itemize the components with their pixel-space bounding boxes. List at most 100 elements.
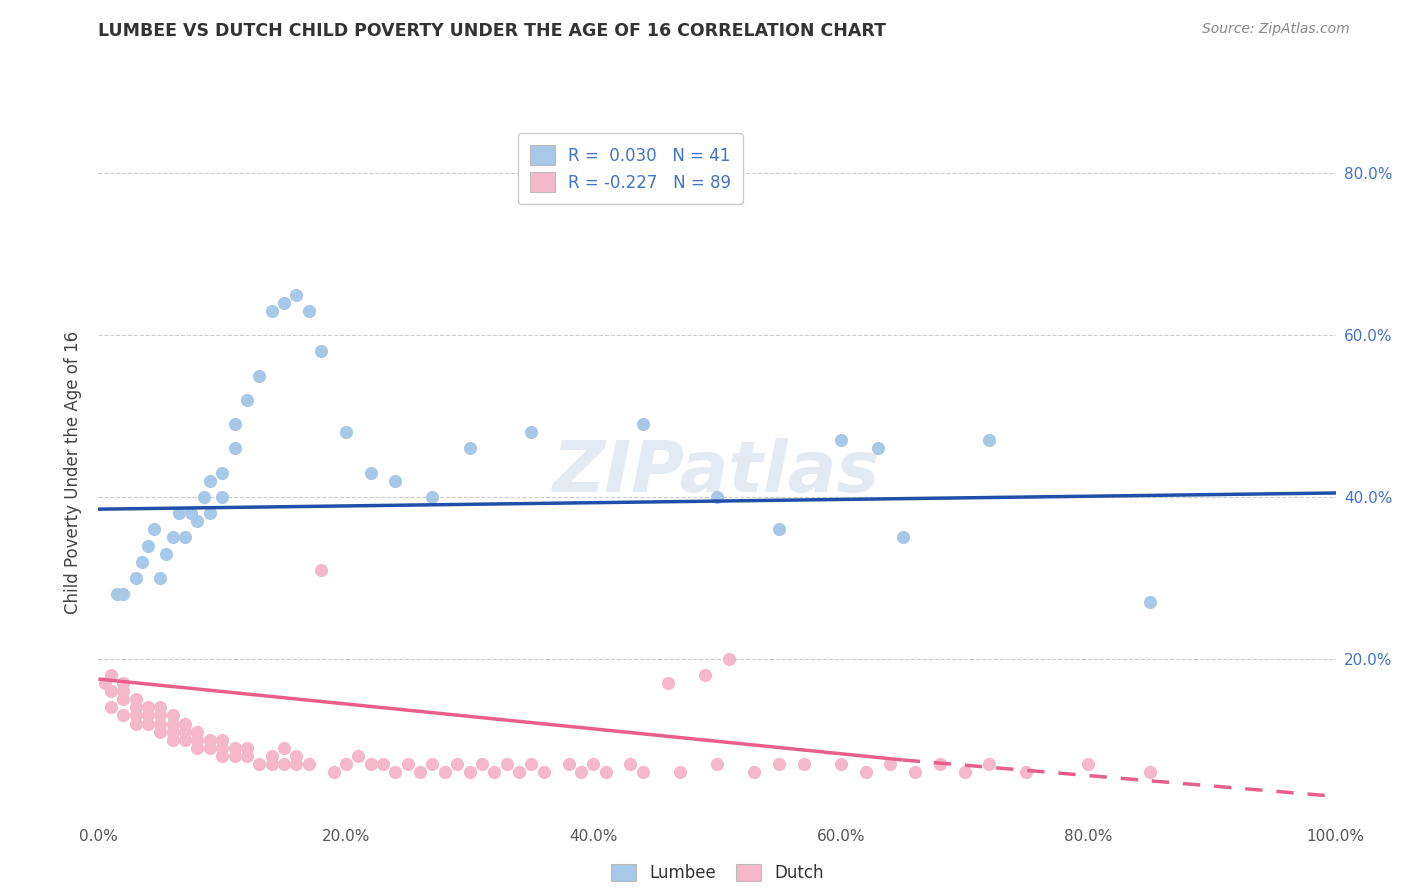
Point (273, 740, 295, 755)
Point (347, 748, 370, 763)
Point (830, 757, 852, 772)
Point (131, 555, 153, 569)
Point (569, 765, 592, 780)
Point (112, 684, 135, 698)
Point (422, 490, 444, 504)
Point (557, 757, 579, 772)
Point (706, 757, 728, 772)
Point (422, 757, 444, 772)
Point (162, 531, 184, 545)
Point (793, 757, 815, 772)
Point (149, 724, 172, 739)
Point (149, 716, 172, 731)
Point (285, 757, 308, 772)
Point (309, 344, 332, 359)
Point (162, 716, 184, 731)
Point (112, 692, 135, 706)
Text: Source: ZipAtlas.com: Source: ZipAtlas.com (1202, 22, 1350, 37)
Point (273, 757, 295, 772)
Legend: Lumbee, Dutch: Lumbee, Dutch (610, 863, 824, 882)
Point (198, 740, 221, 755)
Point (260, 748, 283, 763)
Point (211, 740, 233, 755)
Point (298, 757, 321, 772)
Point (236, 740, 259, 755)
Point (180, 506, 202, 520)
Point (236, 392, 259, 407)
Point (105, 587, 128, 601)
Point (657, 676, 679, 690)
Point (360, 757, 382, 772)
Point (768, 522, 790, 536)
Point (718, 652, 741, 666)
Point (124, 716, 146, 731)
Point (112, 587, 135, 601)
Point (335, 425, 357, 440)
Point (396, 757, 419, 772)
Point (149, 571, 172, 585)
Point (595, 765, 617, 780)
Point (866, 442, 889, 456)
Point (471, 757, 494, 772)
Point (211, 748, 233, 763)
Point (979, 434, 1001, 448)
Point (124, 708, 146, 723)
Point (830, 434, 852, 448)
Point (136, 700, 159, 714)
Point (582, 757, 605, 772)
Point (93, 676, 115, 690)
Point (124, 700, 146, 714)
Point (433, 765, 456, 780)
Point (508, 765, 530, 780)
Point (149, 700, 172, 714)
Point (631, 417, 654, 432)
Point (533, 765, 555, 780)
Point (124, 692, 146, 706)
Point (928, 757, 950, 772)
Point (631, 765, 654, 780)
Point (224, 740, 246, 755)
Point (384, 474, 406, 488)
Point (446, 757, 468, 772)
Point (211, 732, 233, 747)
Text: ZIPatlas: ZIPatlas (554, 438, 880, 508)
Point (371, 757, 394, 772)
Point (669, 765, 692, 780)
Point (260, 304, 283, 318)
Point (112, 708, 135, 723)
Point (162, 724, 184, 739)
Y-axis label: Child Poverty Under the Age of 16: Child Poverty Under the Age of 16 (65, 331, 83, 615)
Point (224, 417, 246, 432)
Point (1015, 765, 1038, 780)
Point (136, 716, 159, 731)
Point (484, 765, 506, 780)
Point (409, 765, 432, 780)
Point (162, 732, 184, 747)
Point (186, 740, 208, 755)
Point (136, 708, 159, 723)
Point (174, 716, 197, 731)
Point (742, 765, 765, 780)
Point (693, 668, 716, 682)
Point (458, 442, 481, 456)
Point (260, 757, 283, 772)
Point (247, 757, 270, 772)
Point (143, 522, 166, 536)
Point (1139, 765, 1161, 780)
Point (298, 304, 321, 318)
Point (162, 708, 184, 723)
Point (198, 732, 221, 747)
Point (136, 539, 159, 553)
Point (953, 765, 976, 780)
Point (211, 466, 233, 480)
Point (149, 708, 172, 723)
Point (193, 490, 215, 504)
Point (112, 676, 135, 690)
Point (198, 474, 221, 488)
Point (879, 757, 901, 772)
Point (236, 748, 259, 763)
Text: LUMBEE VS DUTCH CHILD POVERTY UNDER THE AGE OF 16 CORRELATION CHART: LUMBEE VS DUTCH CHILD POVERTY UNDER THE … (98, 22, 886, 40)
Point (224, 442, 246, 456)
Point (100, 668, 122, 682)
Point (619, 757, 641, 772)
